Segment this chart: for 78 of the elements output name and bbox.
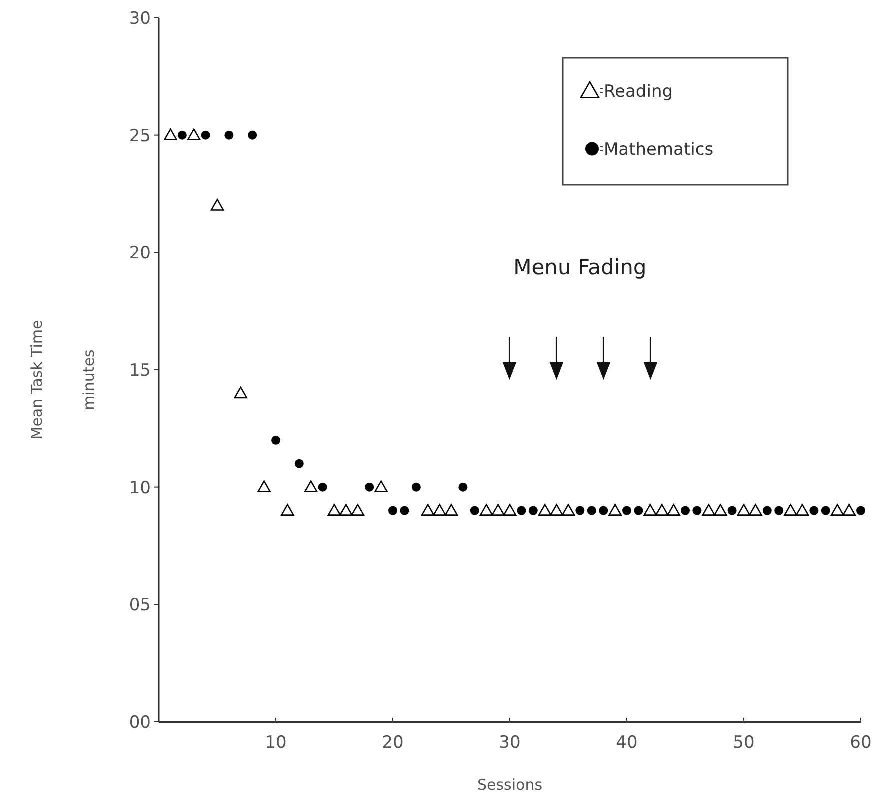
point bbox=[550, 504, 564, 516]
x-tick-label: 20 bbox=[382, 733, 404, 753]
x-tick-label: 50 bbox=[733, 733, 755, 753]
point bbox=[281, 504, 294, 516]
point bbox=[458, 482, 468, 492]
y-tick-label: 10 bbox=[129, 478, 151, 498]
point bbox=[433, 504, 446, 516]
y-tick-label: 05 bbox=[129, 596, 151, 616]
point bbox=[608, 504, 622, 516]
point bbox=[655, 504, 669, 516]
y-tick-label: 00 bbox=[129, 712, 151, 733]
point bbox=[599, 506, 608, 516]
point bbox=[340, 504, 353, 516]
point bbox=[328, 504, 342, 516]
point bbox=[164, 128, 178, 140]
point bbox=[842, 504, 856, 516]
x-tick-label: 40 bbox=[616, 733, 638, 753]
point bbox=[248, 130, 258, 140]
point bbox=[810, 506, 819, 516]
point bbox=[749, 504, 762, 516]
x-axis-title: Sessions bbox=[477, 776, 543, 794]
point bbox=[622, 506, 632, 516]
point bbox=[480, 504, 494, 516]
point bbox=[234, 386, 248, 399]
point bbox=[830, 504, 844, 516]
point bbox=[258, 480, 271, 492]
x-tick-label: 30 bbox=[499, 733, 521, 753]
point bbox=[444, 504, 458, 516]
point bbox=[318, 482, 328, 492]
point bbox=[412, 482, 421, 492]
point bbox=[374, 480, 388, 492]
point bbox=[692, 506, 702, 516]
point bbox=[576, 506, 585, 516]
point bbox=[178, 130, 187, 140]
point bbox=[272, 436, 280, 445]
point bbox=[728, 506, 737, 516]
point bbox=[400, 506, 410, 516]
point bbox=[562, 504, 576, 516]
point bbox=[304, 480, 318, 492]
point bbox=[681, 506, 690, 516]
y-tick-label: 25 bbox=[129, 126, 151, 146]
point bbox=[365, 482, 374, 492]
point bbox=[538, 504, 552, 516]
legend-label: Reading bbox=[604, 82, 674, 102]
point bbox=[774, 506, 784, 516]
point bbox=[644, 504, 658, 516]
point bbox=[210, 199, 224, 211]
point bbox=[796, 504, 810, 516]
legend-label: Mathematics bbox=[604, 140, 714, 160]
point bbox=[517, 506, 526, 516]
y-tick-label: 20 bbox=[129, 244, 151, 264]
point bbox=[714, 504, 728, 516]
point bbox=[388, 506, 398, 516]
point bbox=[634, 506, 644, 516]
point bbox=[503, 504, 517, 516]
annotation: Menu Fading bbox=[514, 255, 647, 280]
point bbox=[351, 504, 365, 516]
point bbox=[224, 130, 234, 140]
point bbox=[492, 504, 505, 516]
x-tick-label: 10 bbox=[265, 733, 287, 753]
point bbox=[187, 128, 201, 140]
point bbox=[421, 504, 435, 516]
point bbox=[856, 506, 866, 516]
point bbox=[702, 504, 716, 516]
y-tick-label: 30 bbox=[129, 8, 151, 29]
point bbox=[762, 506, 772, 516]
point bbox=[470, 506, 480, 516]
point bbox=[587, 506, 596, 516]
text: Mean Task Time minutes bbox=[28, 320, 98, 440]
x-tick-label: 60 bbox=[850, 733, 872, 753]
y-tick-label: 15 bbox=[129, 360, 151, 381]
point bbox=[821, 506, 830, 516]
point bbox=[294, 459, 304, 468]
point bbox=[784, 504, 798, 516]
point bbox=[528, 506, 538, 516]
point bbox=[201, 130, 210, 140]
point bbox=[737, 504, 751, 516]
point bbox=[667, 504, 680, 516]
